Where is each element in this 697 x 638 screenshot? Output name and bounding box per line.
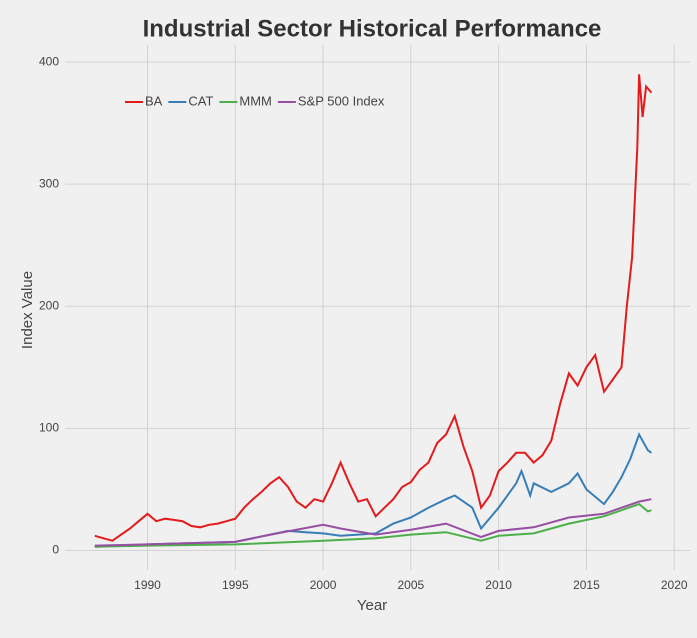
x-tick-label: 2015 bbox=[573, 578, 600, 592]
y-tick-label: 300 bbox=[39, 176, 59, 190]
x-tick-label: 2005 bbox=[398, 578, 425, 592]
x-tick-label: 2020 bbox=[661, 578, 688, 592]
x-tick-label: 1990 bbox=[134, 578, 161, 592]
y-axis-label: Index Value bbox=[19, 271, 36, 349]
series-line bbox=[94, 502, 652, 548]
legend-label: CAT bbox=[188, 93, 213, 108]
legend-label: MMM bbox=[239, 93, 272, 108]
y-tick-label: 200 bbox=[39, 298, 59, 312]
x-tick-label: 2000 bbox=[310, 578, 337, 592]
series-line bbox=[94, 432, 652, 548]
chart-title: Industrial Sector Historical Performance bbox=[143, 15, 602, 42]
x-tick-label: 2010 bbox=[485, 578, 512, 592]
y-tick-label: 400 bbox=[39, 54, 59, 68]
y-tick-label: 0 bbox=[52, 543, 59, 557]
x-tick-label: 1995 bbox=[222, 578, 249, 592]
y-tick-label: 100 bbox=[39, 421, 59, 435]
legend-label: S&P 500 Index bbox=[298, 93, 385, 108]
series-line bbox=[94, 74, 653, 542]
x-axis-label: Year bbox=[357, 597, 387, 614]
series-line bbox=[94, 498, 652, 547]
legend-label: BA bbox=[145, 93, 163, 108]
